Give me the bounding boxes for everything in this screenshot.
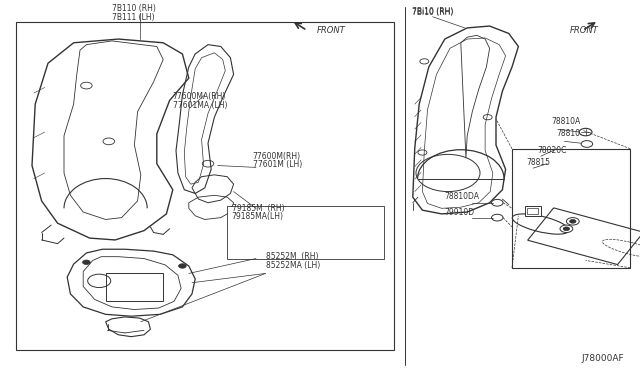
Text: 7Bi10 (RH): 7Bi10 (RH)	[412, 8, 453, 17]
Circle shape	[83, 260, 90, 264]
Circle shape	[179, 264, 186, 268]
Bar	[227, 206, 384, 259]
Circle shape	[492, 199, 503, 206]
Circle shape	[570, 219, 576, 223]
Text: 78020C: 78020C	[538, 147, 567, 155]
Text: 77601MA (LH): 77601MA (LH)	[173, 101, 227, 110]
Text: 78810A: 78810A	[552, 118, 581, 126]
Text: 79185MA(LH): 79185MA(LH)	[232, 212, 284, 221]
Text: FRONT: FRONT	[317, 26, 346, 35]
Bar	[106, 273, 163, 301]
Bar	[527, 208, 538, 214]
Circle shape	[563, 227, 570, 231]
Text: 79910D: 79910D	[445, 208, 475, 217]
Circle shape	[581, 141, 593, 147]
Circle shape	[566, 218, 579, 225]
Text: 77600M(RH): 77600M(RH)	[253, 152, 301, 161]
Text: 85252M  (RH): 85252M (RH)	[266, 252, 318, 261]
Circle shape	[560, 225, 573, 232]
Bar	[525, 206, 541, 216]
Bar	[512, 149, 630, 268]
Text: 85252MA (LH): 85252MA (LH)	[266, 261, 320, 270]
Text: 79185M  (RH): 79185M (RH)	[232, 204, 284, 213]
Circle shape	[579, 128, 592, 136]
Text: 78810DA: 78810DA	[445, 192, 480, 201]
Bar	[16, 22, 394, 350]
Text: FRONT: FRONT	[570, 26, 598, 35]
Text: 78815: 78815	[526, 158, 550, 167]
Text: 77601M (LH): 77601M (LH)	[253, 160, 302, 169]
Text: 7Bi10 (RH): 7Bi10 (RH)	[412, 7, 453, 16]
Text: 7B111 (LH): 7B111 (LH)	[112, 13, 155, 22]
Circle shape	[492, 214, 503, 221]
Text: 77600MA(RH): 77600MA(RH)	[173, 92, 226, 101]
Text: J78000AF: J78000AF	[581, 354, 624, 363]
Text: 78810: 78810	[557, 129, 581, 138]
Text: 7B110 (RH): 7B110 (RH)	[112, 4, 156, 13]
